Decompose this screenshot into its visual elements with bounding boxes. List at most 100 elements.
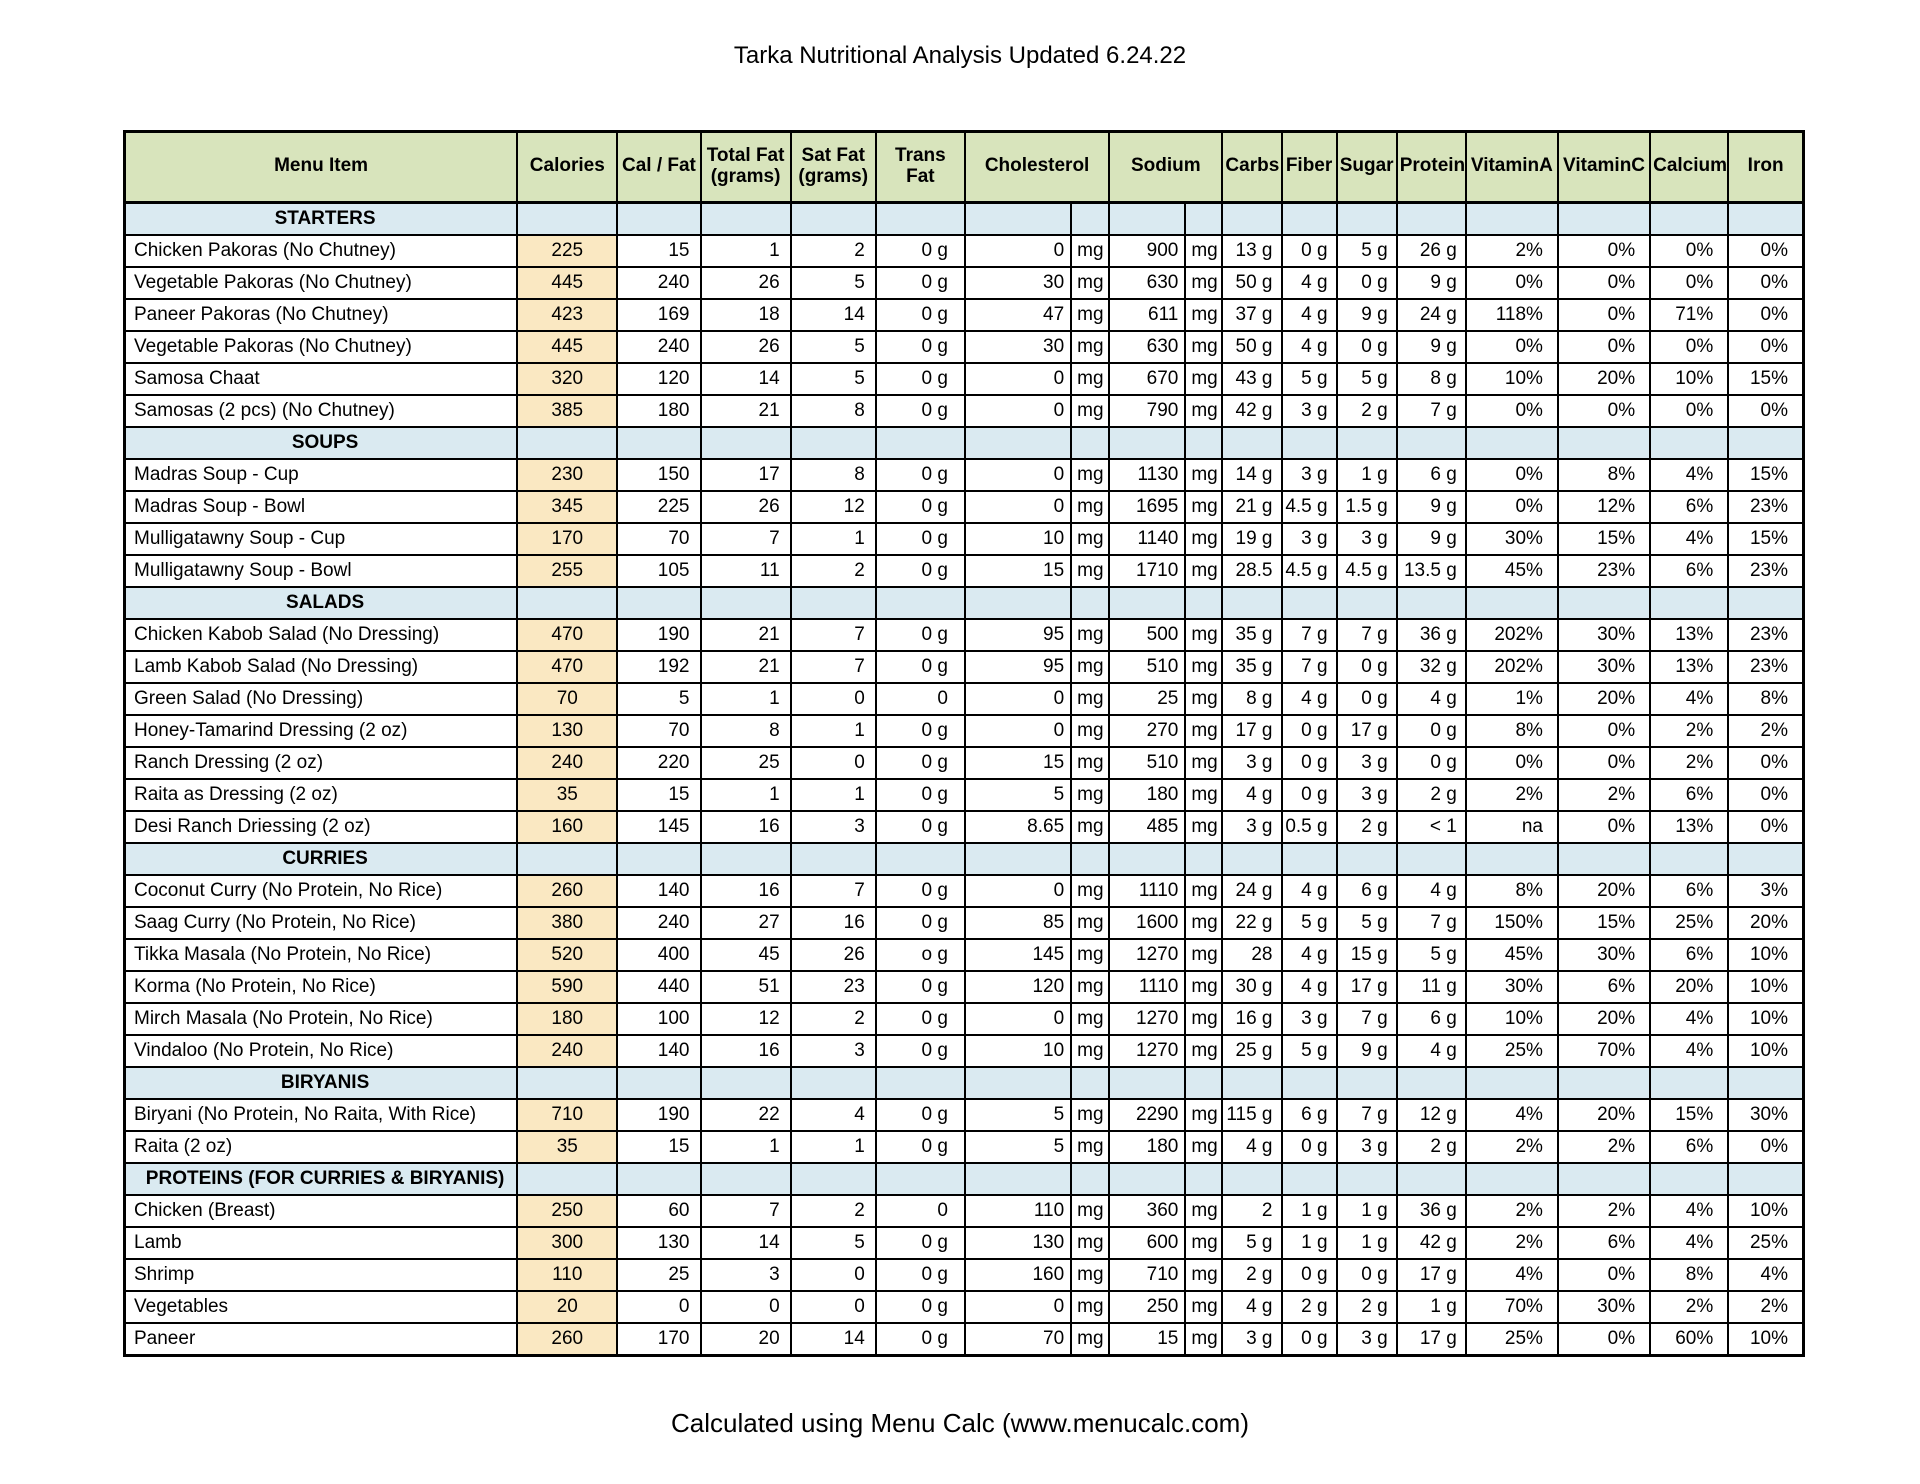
vitamin_a-cell: 2% bbox=[1464, 1226, 1559, 1260]
carbs-cell: 37 g bbox=[1221, 298, 1283, 332]
section-row: CURRIES bbox=[123, 842, 1805, 876]
menu-item-header: Menu Item bbox=[123, 130, 519, 204]
section-row: STARTERS bbox=[123, 201, 1805, 236]
trans_fat-cell: 0 g bbox=[874, 1258, 966, 1292]
fiber-cell: 2 g bbox=[1280, 1290, 1338, 1324]
cholesterol_unit-cell: mg bbox=[1070, 1130, 1111, 1164]
sugar-cell: 7 g bbox=[1335, 618, 1398, 652]
calcium-cell: 71% bbox=[1649, 298, 1730, 332]
cal_fat-cell: 140 bbox=[616, 1034, 702, 1068]
carbs-cell: 3 g bbox=[1221, 1322, 1283, 1357]
sodium_value-cell: 670 bbox=[1108, 362, 1187, 396]
section-empty-cell bbox=[963, 842, 1073, 876]
cal_fat-cell: 440 bbox=[616, 970, 702, 1004]
calories-cell: 445 bbox=[516, 330, 619, 364]
sodium_value-cell: 1695 bbox=[1108, 490, 1187, 524]
trans_fat-cell: 0 g bbox=[874, 330, 966, 364]
total_fat-cell: 1 bbox=[699, 682, 792, 716]
sat_fat-cell: 0 bbox=[789, 1290, 877, 1324]
menu-item-cell: Honey-Tamarind Dressing (2 oz) bbox=[123, 714, 519, 748]
sugar-cell: 17 g bbox=[1335, 970, 1398, 1004]
sodium_value-cell: 1140 bbox=[1108, 522, 1187, 556]
menu-item-cell: Lamb Kabob Salad (No Dressing) bbox=[123, 650, 519, 684]
sodium_unit-cell: mg bbox=[1184, 394, 1224, 428]
trans_fat-cell: 0 bbox=[874, 1194, 966, 1228]
menu-item-cell: Paneer Pakoras (No Chutney) bbox=[123, 298, 519, 332]
vitamin_c-cell: 0% bbox=[1556, 746, 1652, 780]
cholesterol_unit-cell: mg bbox=[1070, 714, 1111, 748]
vitamin_c-cell: 20% bbox=[1556, 1098, 1652, 1132]
vitamin_a-cell: 0% bbox=[1464, 394, 1559, 428]
vitamin_c-cell: 2% bbox=[1556, 778, 1652, 812]
protein-cell: 9 g bbox=[1395, 490, 1467, 524]
sat_fat-cell: 2 bbox=[789, 554, 877, 588]
cal_fat-cell: 130 bbox=[616, 1226, 702, 1260]
trans_fat-cell: 0 g bbox=[874, 1130, 966, 1164]
menu-item-cell: Vegetable Pakoras (No Chutney) bbox=[123, 330, 519, 364]
protein-cell: 0 g bbox=[1395, 714, 1467, 748]
section-empty-cell bbox=[1556, 426, 1652, 460]
carbs-cell: 115 g bbox=[1221, 1098, 1283, 1132]
section-empty-cell bbox=[1221, 1066, 1283, 1100]
vitamin_c-cell: 70% bbox=[1556, 1034, 1652, 1068]
calories-cell: 160 bbox=[516, 810, 619, 844]
section-empty-cell bbox=[874, 426, 966, 460]
menu-item-cell: Samosas (2 pcs) (No Chutney) bbox=[123, 394, 519, 428]
total_fat-cell: 26 bbox=[699, 266, 792, 300]
vitamin_c-cell: 15% bbox=[1556, 522, 1652, 556]
iron-cell: 2% bbox=[1727, 714, 1805, 748]
vitamin_a-cell: 2% bbox=[1464, 1194, 1559, 1228]
vitamin_a-cell: 2% bbox=[1464, 234, 1559, 268]
carbs-cell: 2 bbox=[1221, 1194, 1283, 1228]
section-empty-cell bbox=[789, 586, 877, 620]
section-empty-cell bbox=[1395, 426, 1467, 460]
section-empty-cell bbox=[1184, 586, 1224, 620]
cholesterol_value-cell: 5 bbox=[963, 1098, 1073, 1132]
calcium-cell: 0% bbox=[1649, 266, 1730, 300]
column-header-carbs: Carbs bbox=[1221, 130, 1283, 204]
column-header-trans_fat: Trans Fat bbox=[874, 130, 966, 204]
sodium_unit-cell: mg bbox=[1184, 1002, 1224, 1036]
section-empty-cell bbox=[1649, 426, 1730, 460]
sodium_unit-cell: mg bbox=[1184, 778, 1224, 812]
sugar-cell: 2 g bbox=[1335, 1290, 1398, 1324]
iron-cell: 0% bbox=[1727, 1130, 1805, 1164]
sodium_value-cell: 790 bbox=[1108, 394, 1187, 428]
trans_fat-cell: 0 g bbox=[874, 522, 966, 556]
section-empty-cell bbox=[1070, 842, 1111, 876]
section-empty-cell bbox=[1335, 842, 1398, 876]
section-empty-cell bbox=[1727, 1162, 1805, 1196]
calories-cell: 520 bbox=[516, 938, 619, 972]
menu-item-cell: Tikka Masala (No Protein, No Rice) bbox=[123, 938, 519, 972]
section-empty-cell bbox=[516, 426, 619, 460]
vitamin_a-cell: 150% bbox=[1464, 906, 1559, 940]
section-empty-cell bbox=[1335, 426, 1398, 460]
calcium-cell: 2% bbox=[1649, 746, 1730, 780]
sodium_unit-cell: mg bbox=[1184, 458, 1224, 492]
trans_fat-cell: 0 g bbox=[874, 650, 966, 684]
trans_fat-cell: 0 g bbox=[874, 874, 966, 908]
iron-cell: 10% bbox=[1727, 970, 1805, 1004]
vitamin_a-cell: 70% bbox=[1464, 1290, 1559, 1324]
vitamin_a-cell: 4% bbox=[1464, 1258, 1559, 1292]
section-empty-cell bbox=[516, 586, 619, 620]
section-empty-cell bbox=[516, 1162, 619, 1196]
sodium_unit-cell: mg bbox=[1184, 682, 1224, 716]
sodium_unit-cell: mg bbox=[1184, 1034, 1224, 1068]
fiber-cell: 4 g bbox=[1280, 938, 1338, 972]
column-header-total_fat: Total Fat (grams) bbox=[699, 130, 792, 204]
cal_fat-cell: 100 bbox=[616, 1002, 702, 1036]
vitamin_c-cell: 30% bbox=[1556, 938, 1652, 972]
calcium-cell: 25% bbox=[1649, 906, 1730, 940]
cholesterol_unit-cell: mg bbox=[1070, 1322, 1111, 1357]
sodium_unit-cell: mg bbox=[1184, 810, 1224, 844]
sat_fat-cell: 7 bbox=[789, 650, 877, 684]
sugar-cell: 3 g bbox=[1335, 746, 1398, 780]
section-label: CURRIES bbox=[123, 842, 519, 876]
total_fat-cell: 26 bbox=[699, 330, 792, 364]
sodium_unit-cell: mg bbox=[1184, 554, 1224, 588]
iron-cell: 20% bbox=[1727, 906, 1805, 940]
sat_fat-cell: 7 bbox=[789, 618, 877, 652]
